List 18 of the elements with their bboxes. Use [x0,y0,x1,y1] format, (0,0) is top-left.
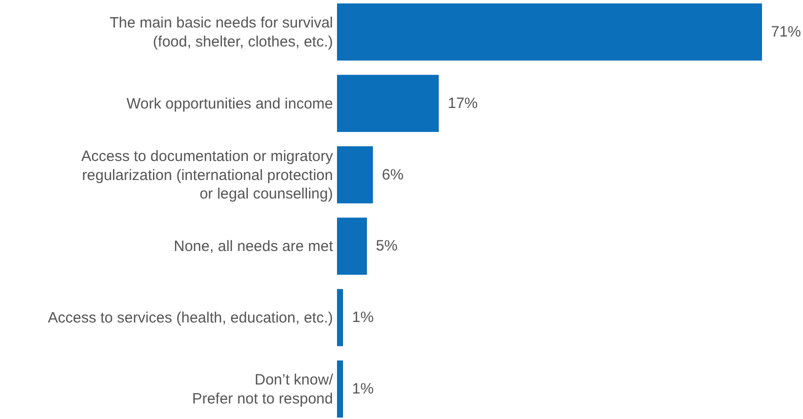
data-label: 71% [771,23,802,40]
y-tick-label: Don’t know/ Prefer not to respond [192,371,334,407]
bar [337,146,373,204]
data-label: 1% [352,309,374,326]
bar [337,3,762,61]
y-tick-label: Access to services (health, education, etc.) [48,309,333,326]
bar [337,289,343,346]
bar [337,74,439,132]
data-label: 17% [448,94,478,112]
y-tick-label: None, all needs are met [174,238,334,255]
y-tick-label: The main basic needs for survival (food, shelter, clothes, etc.) [110,14,333,50]
bar [337,218,367,275]
data-label: 5% [376,238,398,255]
y-tick-label: Work opportunities and income [126,94,333,112]
bar [337,360,343,418]
data-label: 6% [382,166,404,184]
y-tick-label: Access to documentation or migratory regularization (international protection or legal counselling) [81,148,334,202]
data-label: 1% [352,380,374,398]
